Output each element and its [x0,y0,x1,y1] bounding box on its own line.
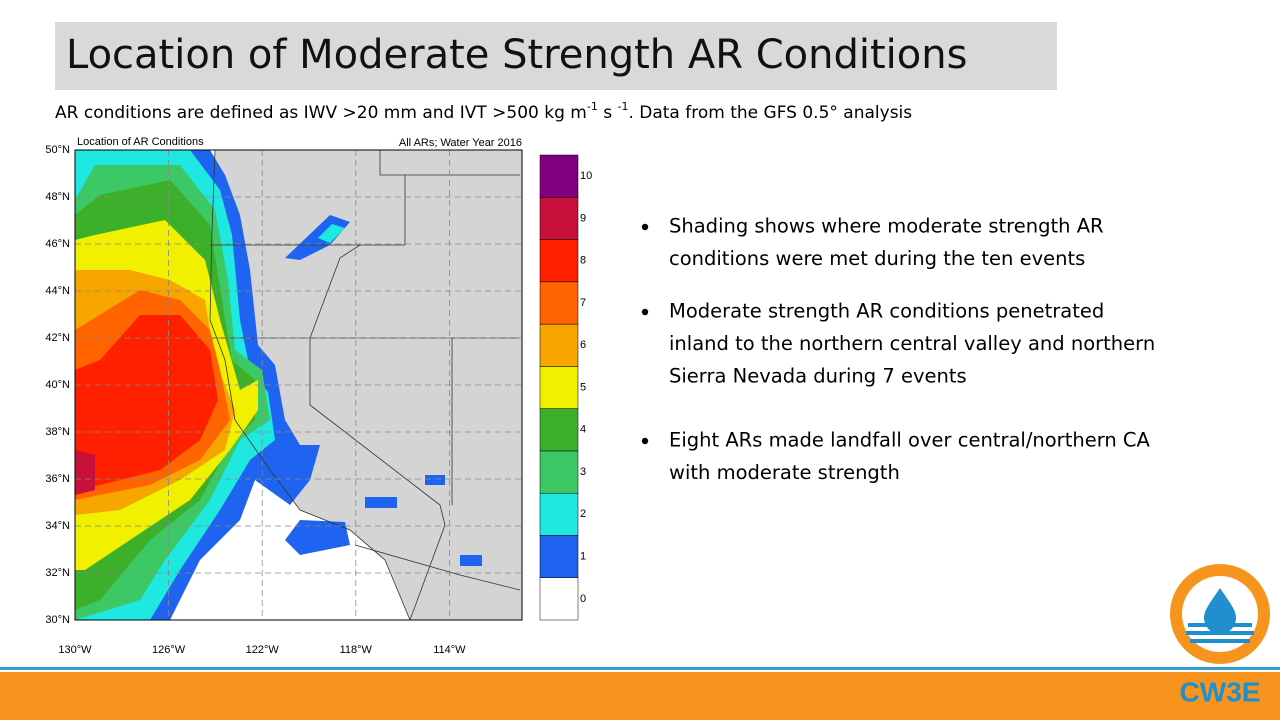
bullet-dot [641,223,649,231]
lat-label: 40°N [45,379,70,391]
coastline [209,149,411,621]
colorbar-box [539,197,579,240]
lat-label: 36°N [45,473,70,485]
bullet-text: Eight ARs made landfall over central/nor… [669,429,1151,452]
bullet-text: Sierra Nevada during 7 events [669,365,967,388]
bullet-text: with moderate strength [669,461,900,484]
colorbar-box [539,239,579,283]
colorbar-label: 1 [580,550,586,562]
colorbar-label: 4 [580,424,586,436]
logo: CW3E [1170,564,1270,707]
map-panel: Location of AR Conditions All ARs; Water… [45,136,592,656]
shading [460,555,482,566]
slide-title: Location of Moderate Strength AR Conditi… [66,32,967,78]
lon-label: 130°W [58,644,92,656]
lon-label: 114°W [433,644,466,656]
shading [285,520,350,555]
shading [75,315,218,490]
logo-text: CW3E [1180,676,1261,707]
map-caption: All ARs; Water Year 2016 [399,137,522,149]
lon-label: 122°W [246,644,280,656]
lat-label: 46°N [45,238,70,250]
colorbar-label: 8 [580,255,586,267]
footer-band [0,672,1280,720]
colorbar-label: 2 [580,508,586,520]
colorbar-label: 3 [580,466,586,478]
subtitle: AR conditions are defined as IWV >20 mm … [55,100,912,123]
map-title: Location of AR Conditions [77,136,204,148]
lat-label: 30°N [45,614,70,626]
border [354,544,521,591]
colorbar-box [539,366,579,409]
bullet-text: conditions were met during the ten event… [669,247,1085,270]
colorbar-label: 9 [580,212,586,224]
shading [75,450,95,495]
colorbar-label: 10 [580,170,592,182]
colorbar-label: 5 [580,381,586,393]
shading [365,497,397,508]
state-border [309,338,446,621]
subtitle-sup: -1 [617,100,628,113]
shading [318,224,345,243]
state-border [309,150,406,339]
bullet-text: inland to the northern central valley an… [669,332,1155,355]
lat-label: 44°N [45,285,70,297]
lat-label: 48°N [45,191,70,203]
subtitle-part: AR conditions are defined as IWV >20 mm … [55,103,587,123]
logo-drop [1204,588,1236,634]
shading [425,475,445,485]
lat-label: 38°N [45,426,70,438]
subtitle-sup: -1 [587,100,598,113]
colorbar-box [539,492,579,536]
lon-label: 126°W [152,644,186,656]
colorbar-label: 0 [580,593,586,605]
colorbar-box [539,408,579,452]
subtitle-part: s [598,103,618,123]
colorbar-label: 6 [580,339,586,351]
bullet-text: Moderate strength AR conditions penetrat… [669,300,1104,323]
lat-label: 42°N [45,332,70,344]
bullet-text: Shading shows where moderate strength AR [669,215,1104,238]
lat-label: 34°N [45,520,70,532]
colorbar-box [539,323,579,367]
footer-line [0,667,1280,670]
lat-label: 50°N [45,144,70,156]
bullet-dot [641,437,649,445]
colorbar-box [539,535,579,578]
colorbar-box [539,577,579,621]
colorbar-label: 7 [580,297,586,309]
plot-frame [74,149,523,621]
title-box [55,22,1057,90]
colorbar-box [539,281,579,325]
lat-label: 32°N [45,567,70,579]
colorbar-box [539,154,579,198]
bullet-dot [641,308,649,316]
lon-label: 118°W [340,644,373,656]
subtitle-part: . Data from the GFS 0.5° analysis [628,103,912,123]
colorbar-box [539,450,579,494]
